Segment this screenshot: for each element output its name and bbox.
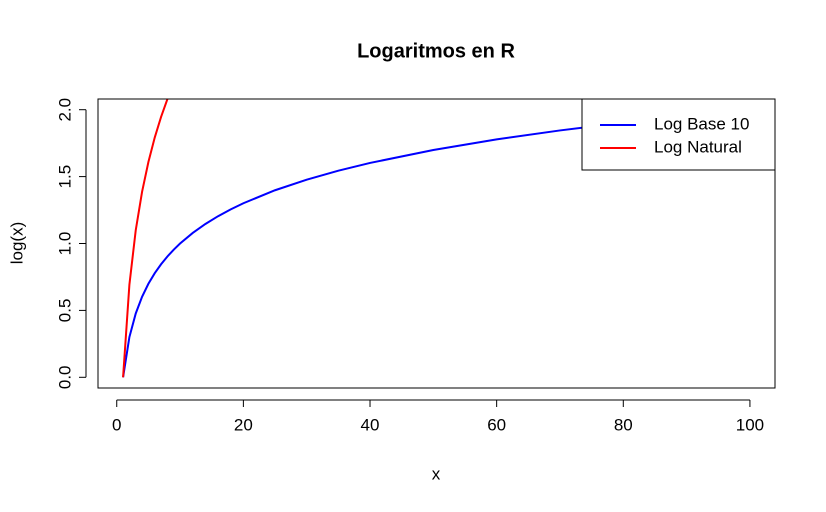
- plot-lines: [122, 99, 751, 378]
- x-tick-label: 60: [487, 415, 506, 434]
- y-tick-label: 1.5: [55, 165, 74, 189]
- y-tick-label: 1.0: [55, 232, 74, 256]
- data-line: [122, 99, 169, 378]
- legend-label: Log Base 10: [654, 114, 749, 133]
- plot-frame: [97, 98, 776, 389]
- y-tick-label: 2.0: [55, 98, 74, 122]
- legend-box: [581, 98, 776, 171]
- x-tick-label: 80: [614, 415, 633, 434]
- x-axis-label: x: [432, 464, 441, 483]
- chart-title: Logaritmos en R: [357, 40, 515, 62]
- y-tick-label: 0.0: [55, 365, 74, 389]
- x-tick-label: 20: [234, 415, 253, 434]
- x-tick-label: 0: [112, 415, 121, 434]
- y-axis-label: log(x): [7, 222, 26, 265]
- y-tick-label: 0.5: [55, 299, 74, 323]
- x-tick-label: 40: [361, 415, 380, 434]
- data-line: [122, 108, 751, 378]
- x-tick-label: 100: [736, 415, 764, 434]
- legend-label: Log Natural: [654, 137, 742, 156]
